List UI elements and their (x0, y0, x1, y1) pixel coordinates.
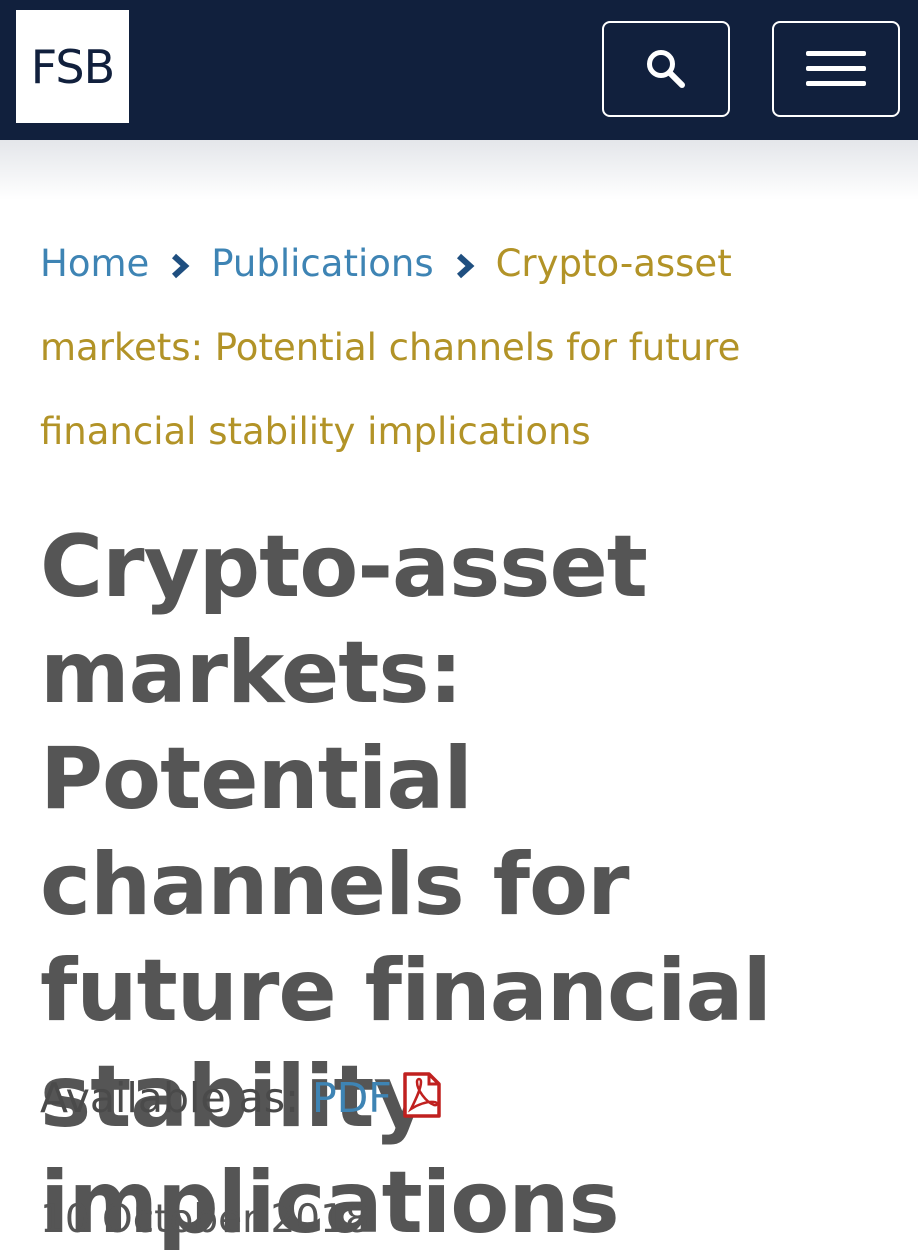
site-header: FSB (0, 0, 918, 140)
chevron-right-icon (149, 222, 211, 306)
page-title: Crypto-asset markets: Potential channels… (40, 517, 772, 1253)
breadcrumb-current-page: Crypto-asset markets: Potential channels… (40, 242, 741, 453)
breadcrumb-publications-link[interactable]: Publications (211, 242, 434, 285)
fsb-logo[interactable]: FSB (16, 10, 129, 123)
breadcrumb: Home Publications Crypto-asset markets: Po… (40, 222, 890, 474)
publication-date: 10 October 2018 (40, 1197, 370, 1242)
available-label: Available as: (40, 1074, 299, 1122)
chevron-right-icon (434, 222, 496, 306)
pdf-file-icon[interactable] (402, 1072, 442, 1118)
menu-button[interactable] (772, 21, 900, 117)
hamburger-menu-icon (806, 51, 866, 86)
pdf-download-link[interactable]: PDF (311, 1074, 392, 1122)
search-button[interactable] (602, 21, 730, 117)
search-icon (647, 50, 685, 88)
breadcrumb-home-link[interactable]: Home (40, 242, 150, 285)
available-formats: Available as: PDF (40, 1070, 442, 1126)
header-shadow (0, 140, 918, 200)
